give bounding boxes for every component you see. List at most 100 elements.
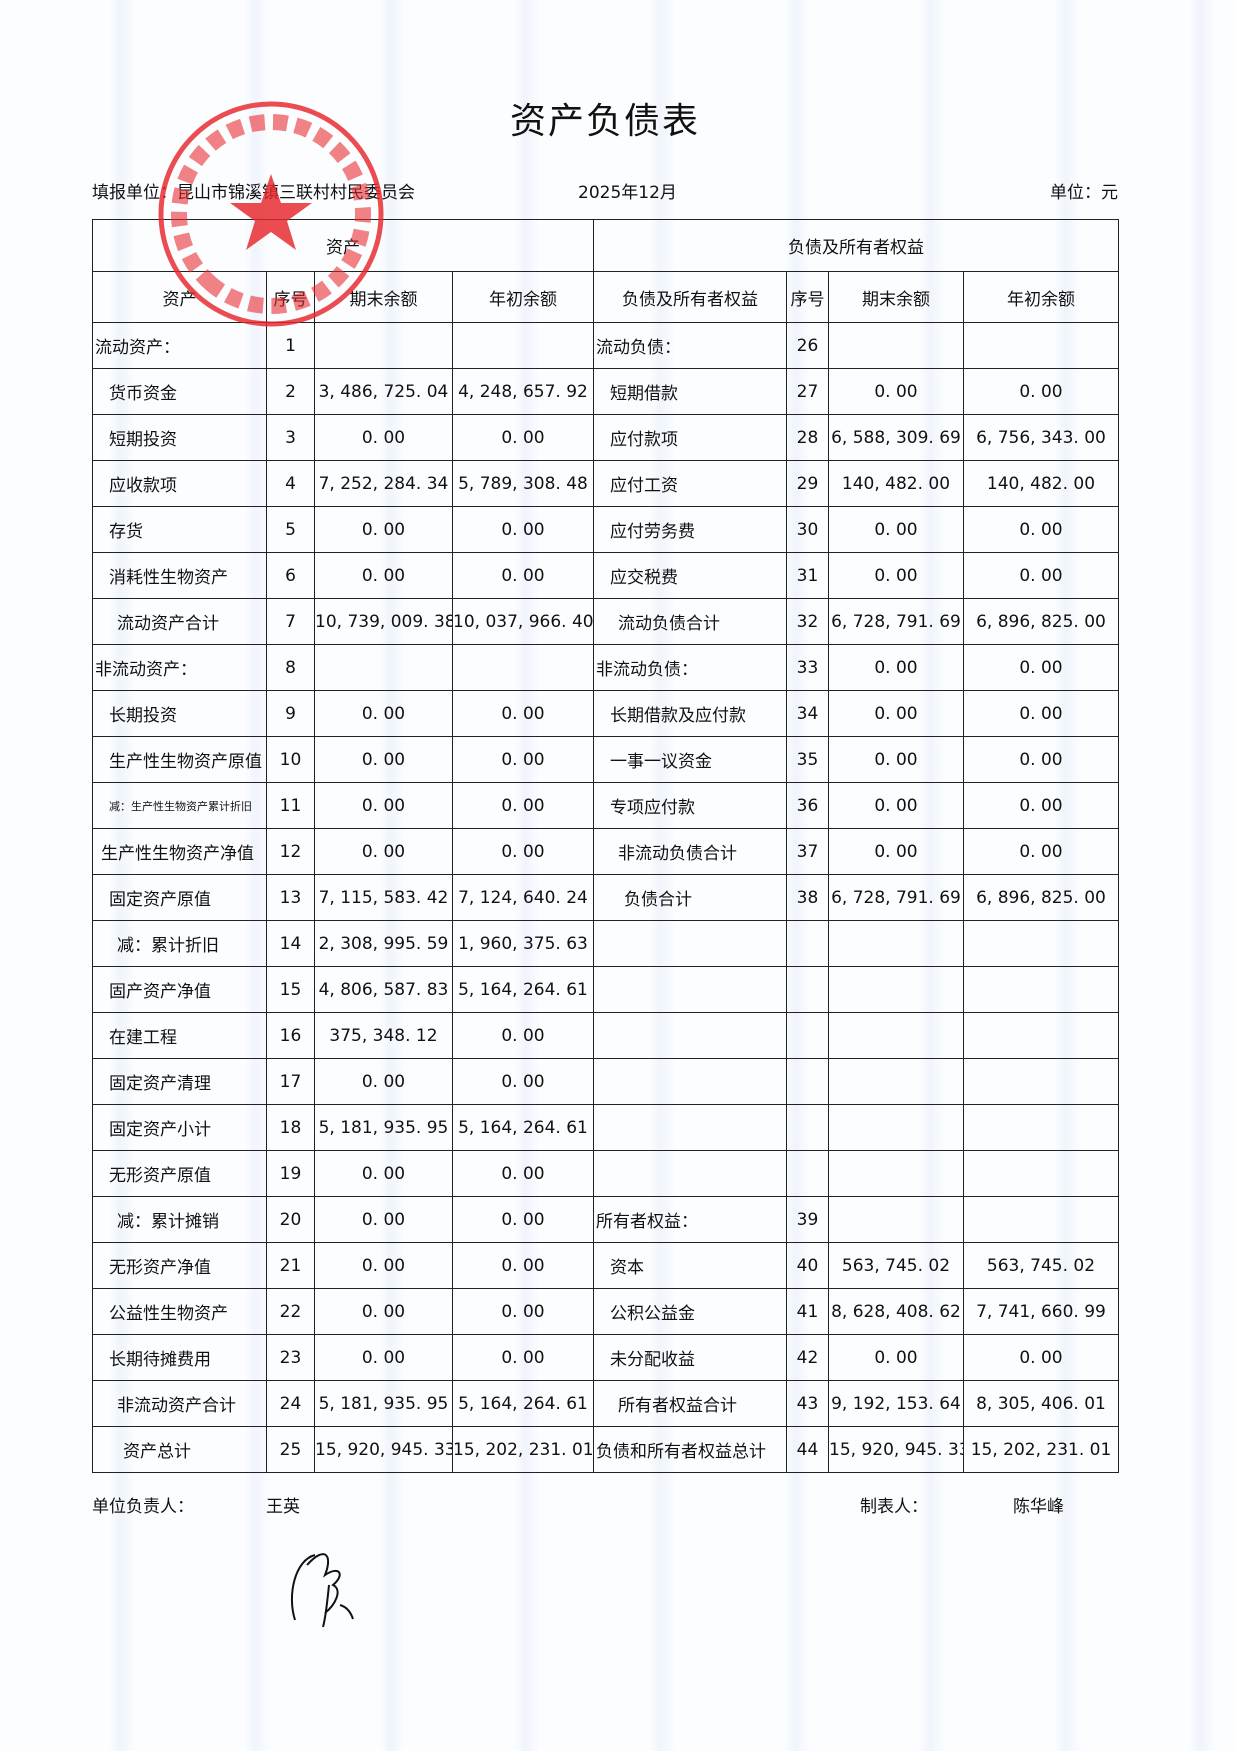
- liability-item-label: 非流动负债：: [593, 644, 787, 691]
- liability-ending-balance: 15, 920, 945. 33: [828, 1426, 964, 1473]
- liability-item-label: [593, 1058, 787, 1105]
- liability-item-no: 40: [786, 1242, 829, 1289]
- asset-item-label: 固定资产原值: [92, 874, 267, 921]
- table-row: 固定资产小计 18 5, 181, 935. 95 5, 164, 264. 61: [92, 1104, 1119, 1151]
- liability-item-label: 长期借款及应付款: [593, 690, 787, 737]
- table-row: 固定资产清理 17 0. 00 0. 00: [92, 1058, 1119, 1105]
- liability-item-label: 应付款项: [593, 414, 787, 461]
- liability-ending-balance: [828, 966, 964, 1013]
- asset-beginning-balance: 5, 164, 264. 61: [452, 1104, 594, 1151]
- liability-ending-balance: 0. 00: [828, 736, 964, 783]
- table-row: 长期投资 9 0. 00 0. 00 长期借款及应付款 34 0. 00 0. 00: [92, 690, 1119, 737]
- liability-item-label: 负债合计: [593, 874, 787, 921]
- table-row: 减：累计摊销 20 0. 00 0. 00 所有者权益： 39: [92, 1196, 1119, 1243]
- asset-item-no: 1: [266, 322, 315, 369]
- liability-beginning-balance: [963, 1058, 1119, 1105]
- preparer-name: 陈华峰: [1013, 1497, 1064, 1517]
- reporting-unit: 填报单位：昆山市锦溪镇三联村村民委员会: [92, 183, 415, 203]
- liability-beginning-balance: 0. 00: [963, 368, 1119, 415]
- liability-beginning-balance: [963, 1196, 1119, 1243]
- asset-ending-balance: 7, 115, 583. 42: [314, 874, 453, 921]
- liability-item-no: 42: [786, 1334, 829, 1381]
- asset-item-no: 19: [266, 1150, 315, 1197]
- asset-item-label: 固定资产小计: [92, 1104, 267, 1151]
- col-header-no: 序号: [266, 271, 315, 323]
- liability-item-no: 34: [786, 690, 829, 737]
- asset-item-no: 4: [266, 460, 315, 507]
- asset-beginning-balance: 0. 00: [452, 690, 594, 737]
- asset-item-label: 在建工程: [92, 1012, 267, 1059]
- asset-beginning-balance: 0. 00: [452, 1196, 594, 1243]
- table-row: 应收款项 4 7, 252, 284. 34 5, 789, 308. 48 应付工资 2…: [92, 460, 1119, 507]
- liability-item-label: 流动负债合计: [593, 598, 787, 645]
- liability-item-label: [593, 1012, 787, 1059]
- liability-item-label: 应交税费: [593, 552, 787, 599]
- asset-beginning-balance: [452, 322, 594, 369]
- asset-item-no: 22: [266, 1288, 315, 1335]
- liability-beginning-balance: 0. 00: [963, 506, 1119, 553]
- col-header-begin: 年初余额: [963, 271, 1119, 323]
- asset-ending-balance: 0. 00: [314, 414, 453, 461]
- liability-beginning-balance: 0. 00: [963, 644, 1119, 691]
- liability-item-no: [786, 920, 829, 967]
- asset-ending-balance: 0. 00: [314, 690, 453, 737]
- asset-beginning-balance: 5, 789, 308. 48: [452, 460, 594, 507]
- asset-item-label: 应收款项: [92, 460, 267, 507]
- liability-ending-balance: 0. 00: [828, 552, 964, 599]
- asset-item-label: 生产性生物资产净值: [92, 828, 267, 875]
- asset-ending-balance: 5, 181, 935. 95: [314, 1380, 453, 1427]
- asset-beginning-balance: 0. 00: [452, 552, 594, 599]
- asset-item-label: 非流动资产合计: [92, 1380, 267, 1427]
- liability-ending-balance: 6, 728, 791. 69: [828, 598, 964, 645]
- asset-ending-balance: 0. 00: [314, 1058, 453, 1105]
- asset-ending-balance: 0. 00: [314, 1150, 453, 1197]
- liability-beginning-balance: 7, 741, 660. 99: [963, 1288, 1119, 1335]
- liability-item-no: 37: [786, 828, 829, 875]
- liability-ending-balance: 8, 628, 408. 62: [828, 1288, 964, 1335]
- asset-item-label: 流动资产：: [92, 322, 267, 369]
- liability-item-label: 应付劳务费: [593, 506, 787, 553]
- asset-item-no: 13: [266, 874, 315, 921]
- liability-item-label: 专项应付款: [593, 782, 787, 829]
- asset-item-no: 11: [266, 782, 315, 829]
- page-title: 资产负债表: [509, 101, 700, 142]
- liability-beginning-balance: 6, 896, 825. 00: [963, 598, 1119, 645]
- liability-beginning-balance: 0. 00: [963, 690, 1119, 737]
- liability-ending-balance: 6, 728, 791. 69: [828, 874, 964, 921]
- table-row: 货币资金 2 3, 486, 725. 04 4, 248, 657. 92 短期借款 2…: [92, 368, 1119, 415]
- liability-beginning-balance: 0. 00: [963, 828, 1119, 875]
- asset-beginning-balance: 0. 00: [452, 1288, 594, 1335]
- asset-ending-balance: 5, 181, 935. 95: [314, 1104, 453, 1151]
- balance-sheet-table: 资产 负债及所有者权益 资产 序号 期末余额 年初余额 负债及所有者权益 序号 …: [92, 219, 1119, 1473]
- asset-item-label: 固产资产净值: [92, 966, 267, 1013]
- asset-beginning-balance: 0. 00: [452, 1334, 594, 1381]
- liability-ending-balance: 6, 588, 309. 69: [828, 414, 964, 461]
- col-header-end: 期末余额: [314, 271, 453, 323]
- liability-item-no: [786, 1012, 829, 1059]
- handwritten-signature: [291, 1553, 354, 1628]
- table-row: 在建工程 16 375, 348. 12 0. 00: [92, 1012, 1119, 1059]
- asset-beginning-balance: 5, 164, 264. 61: [452, 1380, 594, 1427]
- liability-beginning-balance: 8, 305, 406. 01: [963, 1380, 1119, 1427]
- liability-beginning-balance: [963, 1150, 1119, 1197]
- liability-item-no: 30: [786, 506, 829, 553]
- asset-item-label: 固定资产清理: [92, 1058, 267, 1105]
- asset-beginning-balance: 0. 00: [452, 1150, 594, 1197]
- asset-item-no: 18: [266, 1104, 315, 1151]
- table-row: 流动资产合计 7 10, 739, 009. 38 10, 037, 966. 40 流…: [92, 598, 1119, 645]
- liability-ending-balance: 140, 482. 00: [828, 460, 964, 507]
- liability-item-label: 应付工资: [593, 460, 787, 507]
- table-row: 存货 5 0. 00 0. 00 应付劳务费 30 0. 00 0. 00: [92, 506, 1119, 553]
- asset-ending-balance: 0. 00: [314, 828, 453, 875]
- asset-ending-balance: 4, 806, 587. 83: [314, 966, 453, 1013]
- table-row: 固定资产原值 13 7, 115, 583. 42 7, 124, 640. 24 负债…: [92, 874, 1119, 921]
- asset-item-no: 6: [266, 552, 315, 599]
- liability-item-label: [593, 920, 787, 967]
- asset-item-no: 23: [266, 1334, 315, 1381]
- liability-item-no: 31: [786, 552, 829, 599]
- table-row: 消耗性生物资产 6 0. 00 0. 00 应交税费 31 0. 00 0. 00: [92, 552, 1119, 599]
- liability-ending-balance: 0. 00: [828, 644, 964, 691]
- asset-item-no: 15: [266, 966, 315, 1013]
- asset-item-no: 12: [266, 828, 315, 875]
- section-header-row: 资产 负债及所有者权益: [92, 219, 1119, 272]
